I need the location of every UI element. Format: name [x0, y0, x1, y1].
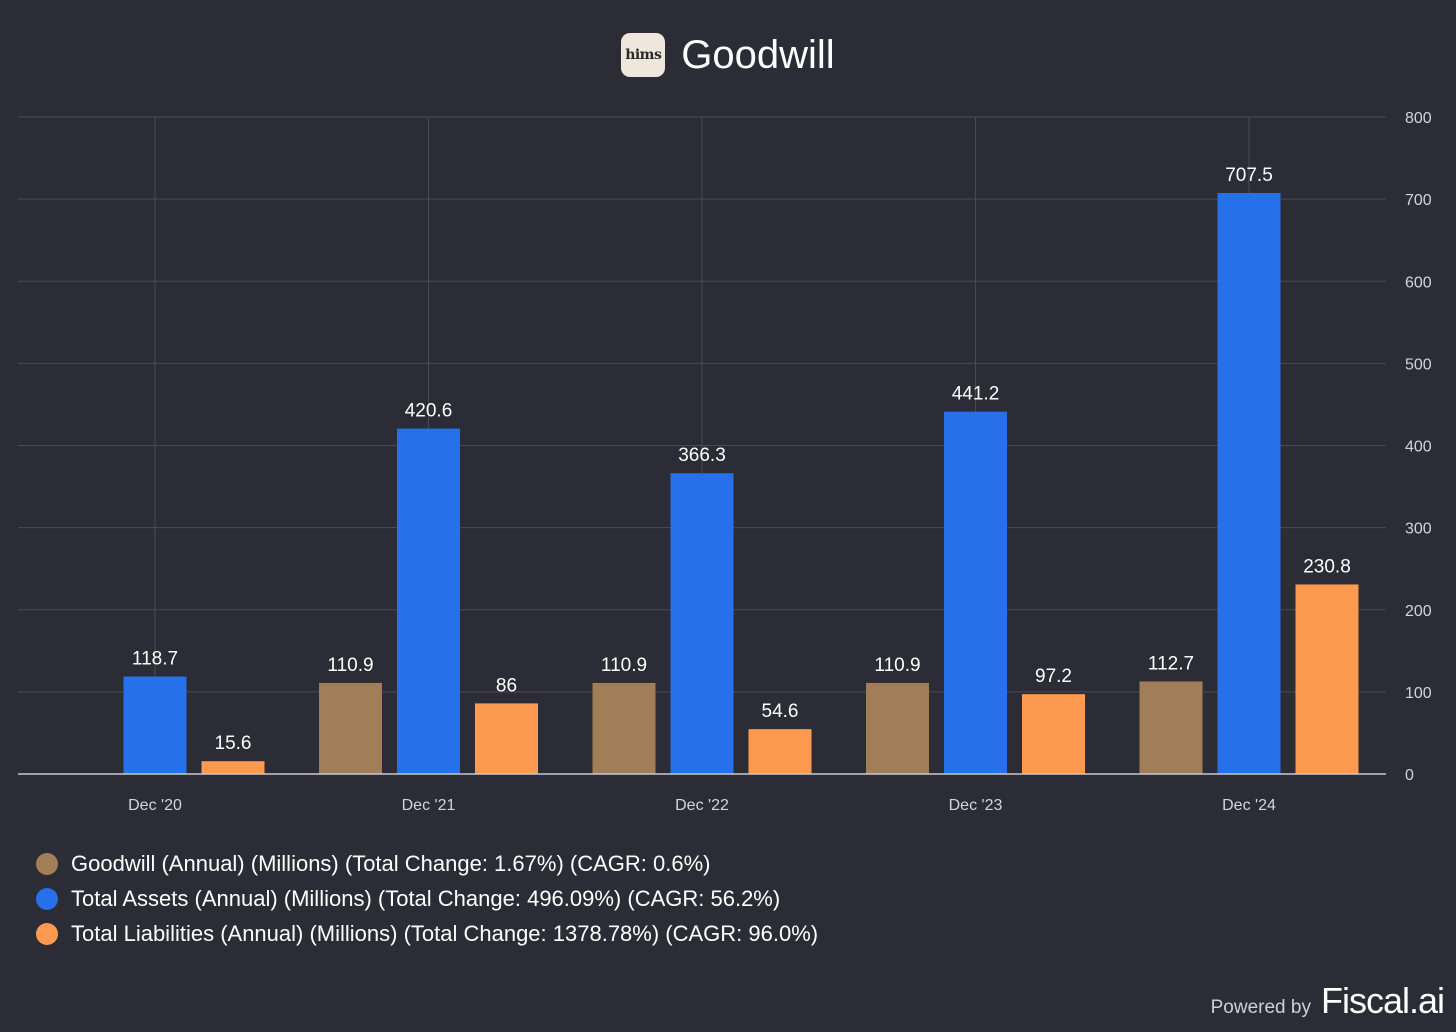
- bar-total-liabilities: [1022, 694, 1085, 774]
- legend-item-total-assets[interactable]: Total Assets (Annual) (Millions) (Total …: [36, 881, 818, 916]
- y-tick-label: 500: [1405, 356, 1432, 373]
- x-tick-label: Dec '20: [128, 797, 182, 814]
- y-tick-label: 100: [1405, 685, 1432, 702]
- legend-dot-total-liabilities: [36, 922, 58, 945]
- data-label-total-assets: 707.5: [1225, 165, 1273, 186]
- data-label-total-liabilities: 54.6: [762, 701, 799, 722]
- bar-goodwill: [1139, 681, 1203, 774]
- legend-label-total-assets: Total Assets (Annual) (Millions) (Total …: [71, 885, 781, 911]
- y-tick-label: 600: [1405, 274, 1432, 291]
- data-label-total-assets: 441.2: [952, 384, 1000, 405]
- data-label-total-liabilities: 97.2: [1035, 666, 1072, 687]
- legend-label-total-liabilities: Total Liabilities (Annual) (Millions) (T…: [71, 920, 819, 946]
- bar-total-assets: [123, 676, 187, 774]
- y-tick-label: 200: [1405, 603, 1432, 620]
- legend: Goodwill (Annual) (Millions) (Total Chan…: [36, 846, 818, 951]
- bar-chart: 0 100 200 300 400 500 600 700 800 Dec '20 Dec '21 D…: [18, 110, 1432, 814]
- y-tick-label: 0: [1405, 767, 1414, 784]
- data-label-total-assets: 420.6: [405, 401, 453, 422]
- legend-item-total-liabilities[interactable]: Total Liabilities (Annual) (Millions) (T…: [36, 916, 818, 951]
- legend-dot-goodwill: [36, 852, 58, 875]
- company-logo: hims: [621, 33, 666, 77]
- bar-total-liabilities: [475, 703, 538, 774]
- data-label-goodwill: 110.9: [601, 655, 647, 676]
- bar-total-assets: [1217, 192, 1281, 774]
- bar-goodwill: [866, 682, 929, 774]
- data-label-total-liabilities: 86: [496, 675, 517, 696]
- bar-total-liabilities: [201, 761, 265, 774]
- x-tick-label: Dec '24: [1222, 797, 1276, 814]
- y-tick-label: 300: [1405, 521, 1432, 538]
- data-label-goodwill: 110.9: [874, 655, 920, 676]
- y-tick-label: 700: [1405, 192, 1432, 209]
- bar-goodwill: [592, 682, 656, 774]
- y-tick-label: 800: [1405, 110, 1432, 127]
- bar-total-liabilities: [1295, 584, 1359, 774]
- bar-total-assets: [397, 428, 460, 774]
- data-label-total-liabilities: 15.6: [215, 733, 252, 754]
- chart-title: Goodwill: [681, 32, 835, 77]
- bar-total-liabilities: [748, 729, 812, 774]
- powered-by-text: Powered by: [1210, 997, 1311, 1018]
- data-label-total-assets: 118.7: [132, 649, 178, 670]
- y-tick-label: 400: [1405, 439, 1432, 456]
- bar-total-assets: [670, 473, 734, 774]
- bar-goodwill: [319, 682, 382, 774]
- x-tick-label: Dec '23: [949, 797, 1003, 814]
- powered-by-footer[interactable]: Powered by Fiscal.ai: [1210, 980, 1445, 1022]
- data-label-total-assets: 366.3: [678, 445, 726, 466]
- legend-item-goodwill[interactable]: Goodwill (Annual) (Millions) (Total Chan…: [36, 846, 818, 881]
- legend-dot-total-assets: [36, 887, 58, 910]
- legend-label-goodwill: Goodwill (Annual) (Millions) (Total Chan…: [71, 850, 711, 876]
- brand-logo: Fiscal.ai: [1320, 980, 1445, 1021]
- data-label-total-liabilities: 230.8: [1303, 556, 1351, 577]
- data-label-goodwill: 112.7: [1148, 653, 1194, 674]
- x-tick-label: Dec '22: [675, 797, 729, 814]
- bar-total-assets: [944, 411, 1007, 774]
- data-label-goodwill: 110.9: [327, 655, 373, 676]
- chart-header: hims Goodwill: [0, 30, 1456, 80]
- x-tick-label: Dec '21: [402, 797, 456, 814]
